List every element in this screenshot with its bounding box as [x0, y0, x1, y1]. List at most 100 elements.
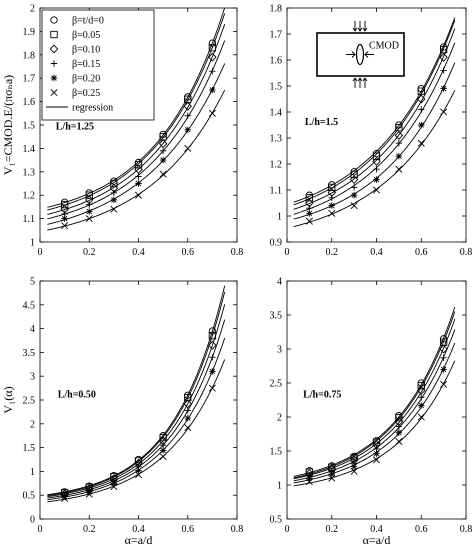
- data-point: [350, 184, 358, 191]
- data-point: [60, 200, 69, 209]
- panel-label: L/h=0.50: [58, 390, 96, 401]
- y-tick-label: 3: [277, 345, 282, 356]
- data-point: [439, 52, 448, 62]
- data-point: [110, 480, 118, 487]
- y-tick-label: 4: [277, 277, 282, 288]
- bottom-load-arrow: [362, 77, 368, 88]
- x-tick-label: 0.4: [132, 524, 145, 535]
- panel-label: L/h=0.75: [303, 390, 341, 401]
- y-tick-label: 2: [30, 419, 35, 430]
- data-point: [417, 94, 426, 104]
- data-point: [395, 429, 403, 436]
- data-point: [417, 413, 425, 421]
- y-tick-label: 1.5: [270, 82, 283, 93]
- legend-label: β=0.20: [72, 74, 100, 85]
- x-tick-label: 0.2: [83, 524, 96, 535]
- regression-curve: [293, 90, 456, 228]
- legend-item: β=t/d=0: [50, 16, 104, 27]
- data-point: [110, 189, 118, 197]
- data-point: [183, 101, 192, 111]
- data-point: [61, 222, 69, 230]
- x-tick-label: 0.6: [182, 247, 195, 258]
- data-point: [395, 140, 403, 147]
- data-point: [209, 86, 216, 94]
- series-markers: [61, 353, 216, 499]
- regression-curve: [293, 306, 456, 477]
- regression-curve: [47, 63, 226, 225]
- data-point: [440, 108, 448, 116]
- x-tick-label: 0.6: [182, 524, 195, 535]
- y-tick-label: 1.7: [23, 74, 36, 85]
- panel-label: L/h=1.25: [56, 122, 94, 133]
- data-point: [328, 209, 336, 217]
- series-markers: [61, 368, 216, 500]
- y-tick-label: 1.7: [270, 30, 283, 41]
- data-point: [209, 67, 216, 75]
- data-point: [350, 192, 358, 199]
- data-point: [440, 85, 447, 92]
- series-markers: [61, 86, 216, 222]
- data-point: [328, 202, 335, 209]
- x-tick-label: 0.8: [460, 524, 473, 535]
- data-point: [134, 158, 143, 167]
- data-point: [372, 186, 381, 194]
- legend-item: β=0.15: [50, 59, 100, 70]
- crack-ellipse: [355, 43, 365, 66]
- data-point: [417, 87, 425, 95]
- data-point: [134, 471, 143, 479]
- data-point: [305, 194, 314, 202]
- data-point: [395, 153, 403, 160]
- regression-curve: [293, 20, 456, 206]
- data-point: [184, 112, 191, 119]
- data-point: [350, 170, 358, 179]
- chart-panel-3: 0 0.2 0.4 0.6 0.8 0 0.5 1 1.5 2 2.5 3 3.5 4 4.5 5 L/h=0.…: [1, 277, 243, 544]
- data-point: [184, 414, 191, 422]
- data-point: [110, 196, 118, 204]
- y-tick-label: 4.5: [23, 300, 36, 311]
- regression-curve: [293, 318, 456, 480]
- data-point: [208, 109, 216, 117]
- data-point: [208, 340, 217, 350]
- data-point: [85, 490, 93, 498]
- data-point: [394, 130, 404, 140]
- y-tick-label: 2.5: [270, 379, 283, 390]
- regression-curve: [47, 359, 226, 503]
- y-tick-label: 0: [30, 515, 35, 526]
- bottom-load-arrow: [357, 77, 363, 88]
- data-point: [440, 354, 447, 362]
- y-tick-label: 3.5: [23, 348, 36, 359]
- data-point: [328, 470, 335, 478]
- y-tick-label: 1.5: [23, 121, 36, 132]
- legend-label: regression: [72, 103, 113, 114]
- data-point: [395, 165, 403, 173]
- y-tick-label: 1.1: [270, 186, 283, 197]
- x-axis-title: α=a/d: [125, 533, 153, 544]
- data-point: [208, 384, 216, 392]
- data-point: [372, 456, 381, 464]
- data-point: [306, 210, 313, 217]
- data-point: [110, 179, 118, 188]
- data-point: [134, 161, 143, 169]
- data-point: [184, 407, 191, 414]
- regression-curve: [293, 360, 456, 487]
- legend: β=t/d=0 β=0.05 β=0.10 β=0.15 β=0.20 β=0.25 reg…: [41, 9, 155, 121]
- data-point: [85, 215, 93, 223]
- data-point: [350, 467, 358, 475]
- x-tick-label: 0.8: [231, 524, 244, 535]
- series-markers: [306, 85, 447, 217]
- y-tick-label: 1.9: [23, 27, 36, 38]
- data-point: [395, 414, 403, 422]
- x-tick-label: 0.6: [415, 247, 428, 258]
- y-tick-label: 5: [30, 277, 35, 288]
- y-tick-label: 1: [277, 212, 282, 223]
- data-point: [418, 394, 425, 401]
- data-point: [134, 191, 143, 199]
- y-tick-label: 1: [30, 467, 35, 478]
- data-point: [86, 201, 93, 208]
- chart-panel-4: 0 0.2 0.4 0.6 0.8 0.5 1 1.5 2 2.5 3 3.5 4 L/h=0.75 α=a…: [270, 277, 473, 544]
- x-tick-label: 0.8: [231, 247, 244, 258]
- data-point: [418, 106, 425, 113]
- legend-item: β=0.20: [50, 74, 100, 85]
- data-point: [184, 424, 192, 432]
